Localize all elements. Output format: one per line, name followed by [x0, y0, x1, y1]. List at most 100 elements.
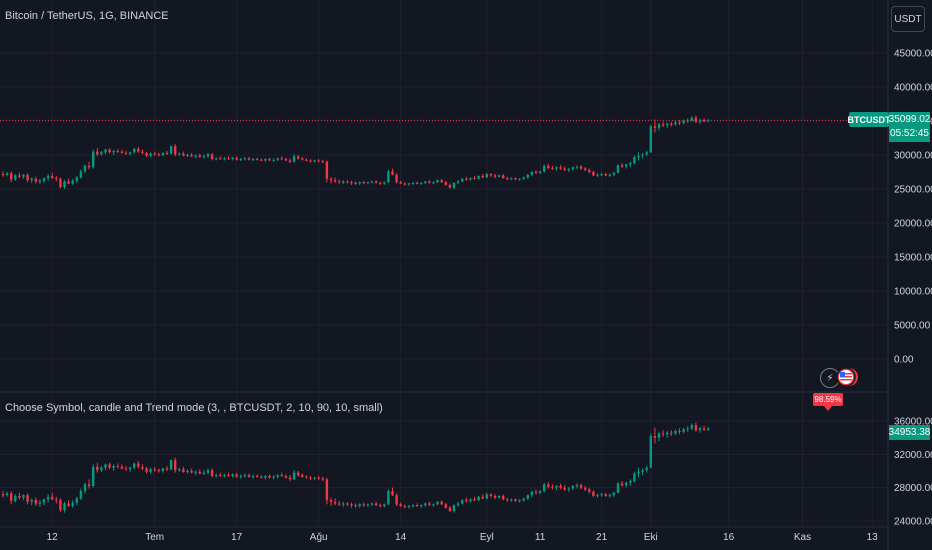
indicator-candle-body — [79, 491, 83, 499]
candle-body — [641, 154, 644, 156]
indicator-candle-body — [141, 466, 144, 469]
candle-body — [235, 157, 238, 160]
candle-body — [317, 160, 320, 162]
candle-body — [346, 181, 349, 183]
indicator-candle-body — [559, 486, 562, 488]
candle-body — [366, 182, 370, 184]
candle-body — [256, 159, 259, 161]
candle-body — [682, 121, 685, 124]
indicator-candle-body — [329, 500, 333, 502]
candle-body — [268, 159, 271, 161]
candle-body — [108, 149, 111, 153]
candle-body — [440, 180, 443, 183]
indicator-candle-body — [346, 503, 349, 505]
indicator-candle-body — [235, 474, 238, 477]
candle-body — [305, 159, 308, 161]
indicator-candle-body — [301, 475, 304, 477]
indicator-candle-body — [194, 471, 197, 473]
indicator-candle-body — [452, 505, 456, 511]
indicator-candle-body — [456, 503, 460, 506]
candle-body — [141, 151, 144, 153]
indicator-candle-body — [604, 494, 607, 496]
candle-body — [182, 153, 185, 156]
candle-body — [26, 174, 29, 181]
indicator-candle-body — [264, 476, 267, 478]
candle-body — [321, 161, 324, 163]
indicator-candle-body — [280, 475, 283, 477]
indicator-candle-body — [575, 485, 579, 487]
x-tick-label: 13 — [867, 532, 879, 543]
indicator-candle-body — [670, 432, 673, 434]
indicator-candle-body — [354, 505, 357, 507]
candle-body — [227, 158, 230, 160]
indicator-candle-body — [547, 484, 550, 487]
indicator-candle-body — [510, 499, 513, 501]
candle-body — [575, 166, 579, 168]
indicator-candle-body — [588, 489, 591, 492]
indicator-candle-body — [51, 496, 54, 500]
y-tick-label: 15000.00 — [894, 253, 932, 264]
y-tick-label: 20000.00 — [894, 219, 932, 230]
indicator-candle-body — [555, 486, 558, 488]
candle-body — [436, 180, 439, 183]
indicator-candle-body — [526, 495, 529, 499]
candle-body — [563, 168, 566, 170]
indicator-candle-body — [485, 494, 488, 499]
indicator-candle-body — [420, 505, 423, 507]
candle-body — [657, 124, 661, 128]
candle-body — [629, 163, 632, 165]
candle-body — [612, 172, 616, 175]
indicator-candle-body — [674, 431, 677, 434]
us-flag-icon[interactable] — [836, 367, 858, 387]
indicator-candle-body — [42, 499, 46, 503]
candle-body — [448, 184, 452, 188]
indicator-candle-body — [608, 495, 611, 497]
candle-body — [14, 175, 17, 180]
indicator-candle-body — [215, 475, 218, 477]
candle-body — [153, 153, 156, 155]
candle-body — [350, 182, 353, 184]
chart-title: Bitcoin / TetherUS, 1G, BINANCE — [5, 10, 169, 22]
candle-body — [239, 159, 242, 161]
indicator-candle-body — [186, 471, 189, 472]
candle-body — [210, 154, 214, 160]
indicator-candle-body — [411, 505, 415, 507]
indicator-candle-body — [137, 463, 140, 467]
indicator-candle-body — [71, 502, 74, 506]
indicator-candle-body — [96, 466, 99, 471]
candle-body — [1, 174, 5, 176]
candle-body — [403, 183, 406, 185]
indicator-candle-body — [231, 474, 234, 476]
indicator-candle-body — [30, 500, 33, 502]
indicator-candle-body — [104, 464, 107, 468]
candle-body — [571, 167, 575, 170]
indicator-candle-body — [579, 485, 583, 488]
indicator-candle-body — [682, 429, 685, 432]
indicator-candle-body — [260, 476, 263, 478]
candle-body — [329, 178, 333, 181]
candle-body — [165, 152, 169, 154]
indicator-candle-body — [477, 496, 480, 501]
candle-body — [46, 176, 50, 179]
candle-body — [145, 152, 148, 156]
indicator-candle-body — [584, 487, 587, 490]
y-tick-label: 45000.00 — [894, 49, 932, 60]
symbol-tag: BTCUSDT — [848, 112, 891, 127]
candle-body — [215, 158, 218, 160]
indicator-candle-body — [292, 472, 296, 480]
indicator-candle-body — [67, 503, 70, 506]
indicator-candle-body — [190, 471, 193, 473]
indicator-candle-body — [653, 436, 657, 438]
indicator-candle-body — [543, 484, 546, 491]
candle-body — [354, 182, 357, 184]
candle-body — [51, 176, 54, 179]
candle-body — [588, 169, 591, 172]
candle-body — [325, 161, 329, 179]
indicator-candle-body — [149, 469, 152, 472]
candle-body — [690, 117, 693, 121]
x-tick-label: 21 — [596, 532, 608, 543]
indicator-candle-body — [288, 477, 292, 480]
candle-body — [407, 183, 411, 185]
currency-button[interactable]: USDT — [891, 6, 925, 32]
